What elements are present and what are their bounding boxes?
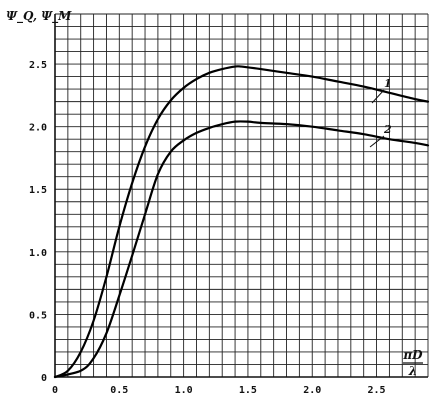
- x-tick-label: 2.5: [368, 385, 386, 396]
- series-lines: [53, 65, 430, 379]
- x-axis-label-denominator: λ: [408, 364, 417, 378]
- chart-grid: [55, 13, 429, 377]
- x-tick-label: 2.0: [303, 385, 321, 396]
- series-line-1: [53, 65, 430, 379]
- tick-labels: 0 0.5 1.0 1.5 2.0 2.5 0 0.5 1.0 1.5 2.0 2.5: [29, 60, 386, 396]
- y-tick-label: 1.0: [29, 248, 47, 259]
- y-tick-label: 0.5: [29, 310, 47, 321]
- series-label-1-leader: [371, 89, 385, 104]
- y-tick-label: 2.5: [29, 60, 47, 71]
- x-tick-label: 0.5: [110, 385, 128, 396]
- y-tick-label: 2.0: [29, 123, 47, 134]
- x-axis-label: πD λ: [402, 348, 423, 378]
- y-axis-label: Ψ_Q, Ψ_M: [6, 9, 72, 24]
- x-tick-label: 1.0: [175, 385, 193, 396]
- x-tick-label: 1.5: [239, 385, 257, 396]
- y-tick-label: 0: [41, 373, 47, 384]
- chart-axes: [54, 14, 428, 378]
- x-axis-label-numerator: πD: [402, 348, 423, 362]
- y-tick-label: 1.5: [29, 185, 47, 196]
- series-label-1: 1: [384, 77, 392, 90]
- series-label-2-leader: [369, 135, 385, 148]
- series-label-2: 2: [383, 123, 392, 136]
- x-tick-label: 0: [52, 385, 58, 396]
- series-line-2: [53, 120, 430, 379]
